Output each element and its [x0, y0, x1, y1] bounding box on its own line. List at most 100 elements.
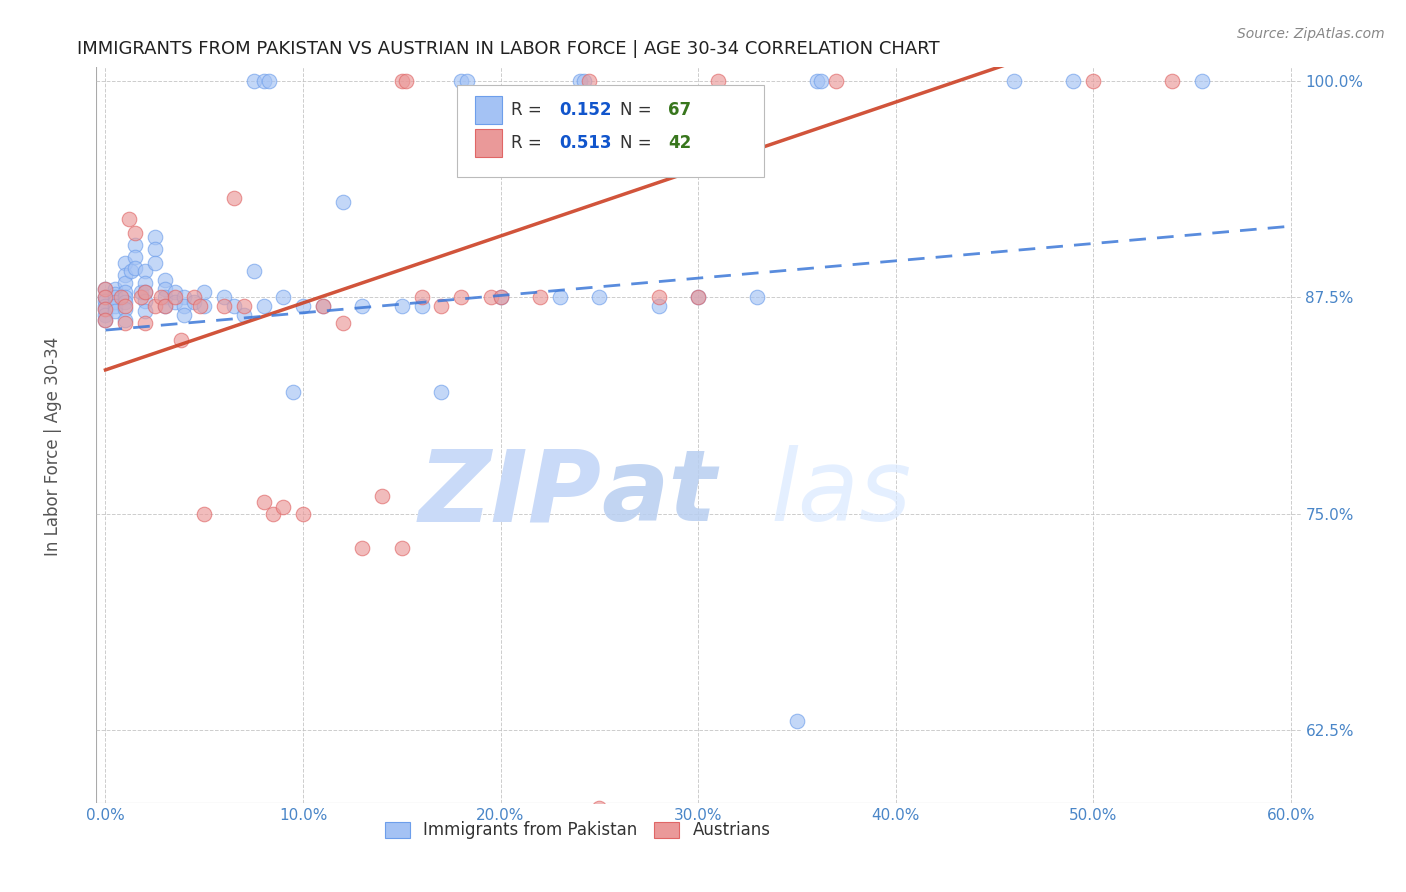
Point [129, 285, 152, 299]
Point [134, 316, 156, 330]
Text: Source: ZipAtlas.com: Source: ZipAtlas.com [1237, 27, 1385, 41]
Point [114, 299, 136, 313]
Point [252, 299, 274, 313]
Point [110, 290, 132, 304]
Point [153, 299, 176, 313]
FancyBboxPatch shape [475, 95, 502, 124]
Point [163, 290, 186, 304]
Text: R =: R = [512, 135, 547, 153]
Point [212, 290, 235, 304]
Point [114, 302, 136, 317]
Point [371, 489, 394, 503]
Point [183, 295, 205, 310]
Point [686, 290, 709, 304]
Point [120, 264, 142, 278]
Point [114, 255, 136, 269]
Point [134, 285, 156, 299]
Point [281, 385, 304, 400]
Point [118, 212, 141, 227]
Point [104, 281, 127, 295]
Point [153, 273, 176, 287]
Point [1191, 74, 1213, 88]
Point [143, 229, 166, 244]
Point [114, 290, 136, 304]
Point [588, 801, 610, 815]
Point [292, 507, 315, 521]
Point [1062, 74, 1084, 88]
Point [578, 74, 600, 88]
Point [262, 507, 284, 521]
Point [173, 299, 195, 313]
Text: at: at [602, 445, 717, 542]
Text: In Labor Force | Age 30-34: In Labor Force | Age 30-34 [45, 336, 62, 556]
Point [124, 260, 146, 275]
Point [134, 285, 156, 299]
Point [104, 304, 127, 318]
Point [647, 299, 669, 313]
Point [134, 293, 156, 308]
Point [94, 312, 117, 326]
FancyBboxPatch shape [457, 86, 765, 178]
Point [212, 299, 235, 313]
Point [188, 299, 211, 313]
Text: N =: N = [620, 101, 657, 119]
Point [411, 290, 433, 304]
Point [391, 74, 413, 88]
Legend: Immigrants from Pakistan, Austrians: Immigrants from Pakistan, Austrians [378, 814, 778, 846]
Point [391, 541, 413, 556]
Text: ZIP: ZIP [419, 445, 602, 542]
Point [747, 290, 769, 304]
Point [193, 507, 215, 521]
Text: R =: R = [512, 101, 547, 119]
Point [707, 74, 730, 88]
Point [94, 290, 117, 304]
Point [450, 290, 472, 304]
Point [825, 74, 848, 88]
Point [94, 302, 117, 317]
Point [114, 312, 136, 326]
Point [104, 295, 127, 310]
Point [94, 299, 117, 313]
Point [163, 285, 186, 299]
Point [183, 290, 205, 304]
Point [1002, 74, 1025, 88]
Text: 0.152: 0.152 [560, 101, 612, 119]
Point [149, 290, 172, 304]
Point [94, 312, 117, 326]
Point [489, 290, 512, 304]
Text: N =: N = [620, 135, 657, 153]
Point [786, 714, 808, 729]
Point [647, 290, 669, 304]
Point [134, 304, 156, 318]
Point [114, 285, 136, 299]
Point [686, 290, 709, 304]
Point [271, 500, 294, 514]
Point [242, 74, 264, 88]
Point [411, 299, 433, 313]
Point [134, 277, 156, 291]
Point [94, 293, 117, 308]
Point [153, 290, 176, 304]
Point [163, 295, 186, 310]
Point [153, 299, 176, 313]
Point [450, 74, 472, 88]
Text: 0.513: 0.513 [560, 135, 612, 153]
Point [169, 334, 191, 348]
Point [312, 299, 335, 313]
Point [806, 74, 828, 88]
Point [548, 290, 571, 304]
Point [312, 299, 335, 313]
Point [232, 299, 254, 313]
Point [252, 74, 274, 88]
Point [572, 74, 595, 88]
Point [430, 299, 453, 313]
Point [153, 281, 176, 295]
Point [94, 308, 117, 322]
Point [104, 299, 127, 313]
Text: 42: 42 [668, 135, 692, 153]
Point [143, 299, 166, 313]
Point [173, 290, 195, 304]
Point [193, 299, 215, 313]
Point [143, 255, 166, 269]
Point [94, 302, 117, 317]
